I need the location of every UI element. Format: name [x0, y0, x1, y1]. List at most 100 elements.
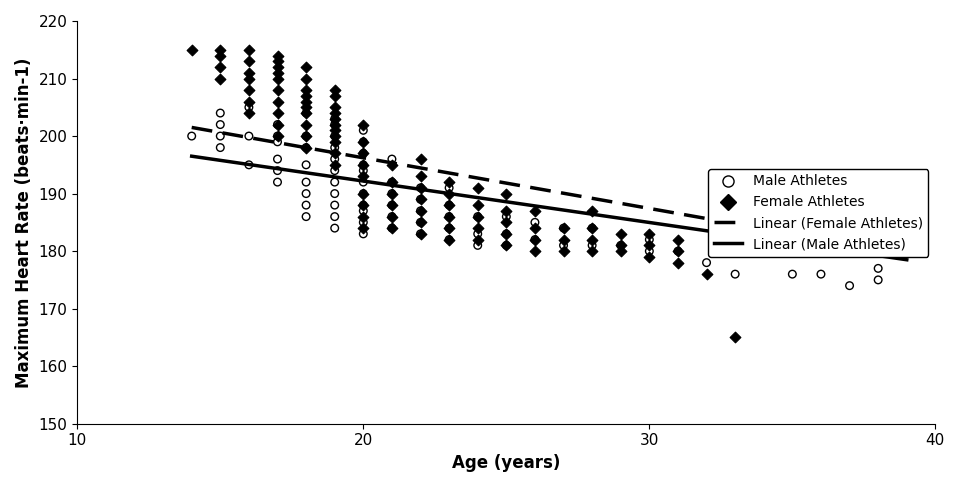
Point: [384, 224, 399, 232]
Point: [384, 201, 399, 209]
Point: [699, 259, 714, 266]
Point: [299, 144, 314, 151]
Point: [355, 190, 371, 198]
Point: [299, 190, 314, 198]
Point: [270, 109, 285, 117]
Point: [871, 276, 886, 284]
Point: [327, 201, 343, 209]
Point: [641, 230, 657, 238]
Point: [299, 86, 314, 94]
Point: [470, 213, 486, 221]
Point: [728, 270, 743, 278]
Point: [355, 150, 371, 157]
Point: [327, 213, 343, 221]
Point: [212, 109, 228, 117]
Point: [470, 213, 486, 221]
Point: [556, 247, 571, 255]
Point: [241, 57, 256, 65]
Point: [613, 230, 629, 238]
Point: [384, 178, 399, 186]
Point: [498, 230, 514, 238]
Point: [442, 201, 457, 209]
Point: [527, 236, 542, 244]
Point: [299, 201, 314, 209]
Point: [327, 138, 343, 146]
Point: [299, 144, 314, 151]
Point: [212, 63, 228, 71]
Point: [327, 121, 343, 129]
Point: [413, 219, 428, 226]
Point: [842, 282, 857, 290]
Point: [241, 161, 256, 169]
Point: [470, 224, 486, 232]
Point: [498, 213, 514, 221]
Point: [327, 109, 343, 117]
Point: [498, 242, 514, 249]
Point: [641, 242, 657, 249]
Point: [813, 270, 828, 278]
Point: [355, 167, 371, 174]
Point: [212, 144, 228, 151]
Point: [527, 207, 542, 215]
Point: [355, 161, 371, 169]
Point: [327, 103, 343, 111]
Point: [241, 132, 256, 140]
Point: [641, 247, 657, 255]
Point: [384, 224, 399, 232]
Point: [299, 178, 314, 186]
Point: [556, 236, 571, 244]
Legend: Male Athletes, Female Athletes, Linear (Female Athletes), Linear (Male Athletes): Male Athletes, Female Athletes, Linear (…: [708, 169, 928, 257]
Point: [212, 132, 228, 140]
Point: [527, 224, 542, 232]
Point: [784, 270, 800, 278]
Point: [327, 121, 343, 129]
Point: [670, 259, 685, 266]
Point: [641, 253, 657, 261]
Point: [327, 224, 343, 232]
Point: [299, 132, 314, 140]
Point: [327, 127, 343, 134]
Y-axis label: Maximum Heart Rate (beats·min-1): Maximum Heart Rate (beats·min-1): [15, 57, 33, 388]
Point: [355, 178, 371, 186]
Point: [585, 224, 600, 232]
Point: [241, 86, 256, 94]
Point: [355, 121, 371, 129]
Point: [241, 46, 256, 54]
Point: [470, 184, 486, 192]
Point: [270, 121, 285, 129]
Point: [299, 132, 314, 140]
Point: [871, 264, 886, 272]
Point: [355, 201, 371, 209]
Point: [355, 190, 371, 198]
Point: [384, 190, 399, 198]
Point: [212, 121, 228, 129]
Point: [413, 230, 428, 238]
Point: [413, 155, 428, 163]
Point: [327, 167, 343, 174]
Point: [641, 236, 657, 244]
Point: [355, 150, 371, 157]
Point: [556, 224, 571, 232]
Point: [355, 161, 371, 169]
Point: [384, 201, 399, 209]
Point: [212, 52, 228, 59]
Point: [327, 132, 343, 140]
Point: [384, 161, 399, 169]
Point: [327, 115, 343, 123]
Point: [270, 63, 285, 71]
Point: [270, 75, 285, 82]
Point: [212, 75, 228, 82]
Point: [585, 224, 600, 232]
Point: [699, 270, 714, 278]
Point: [413, 184, 428, 192]
Point: [442, 178, 457, 186]
Point: [527, 236, 542, 244]
Point: [270, 132, 285, 140]
Point: [355, 219, 371, 226]
Point: [327, 115, 343, 123]
Point: [327, 155, 343, 163]
Point: [384, 190, 399, 198]
Point: [270, 98, 285, 106]
Point: [212, 46, 228, 54]
X-axis label: Age (years): Age (years): [452, 454, 561, 472]
